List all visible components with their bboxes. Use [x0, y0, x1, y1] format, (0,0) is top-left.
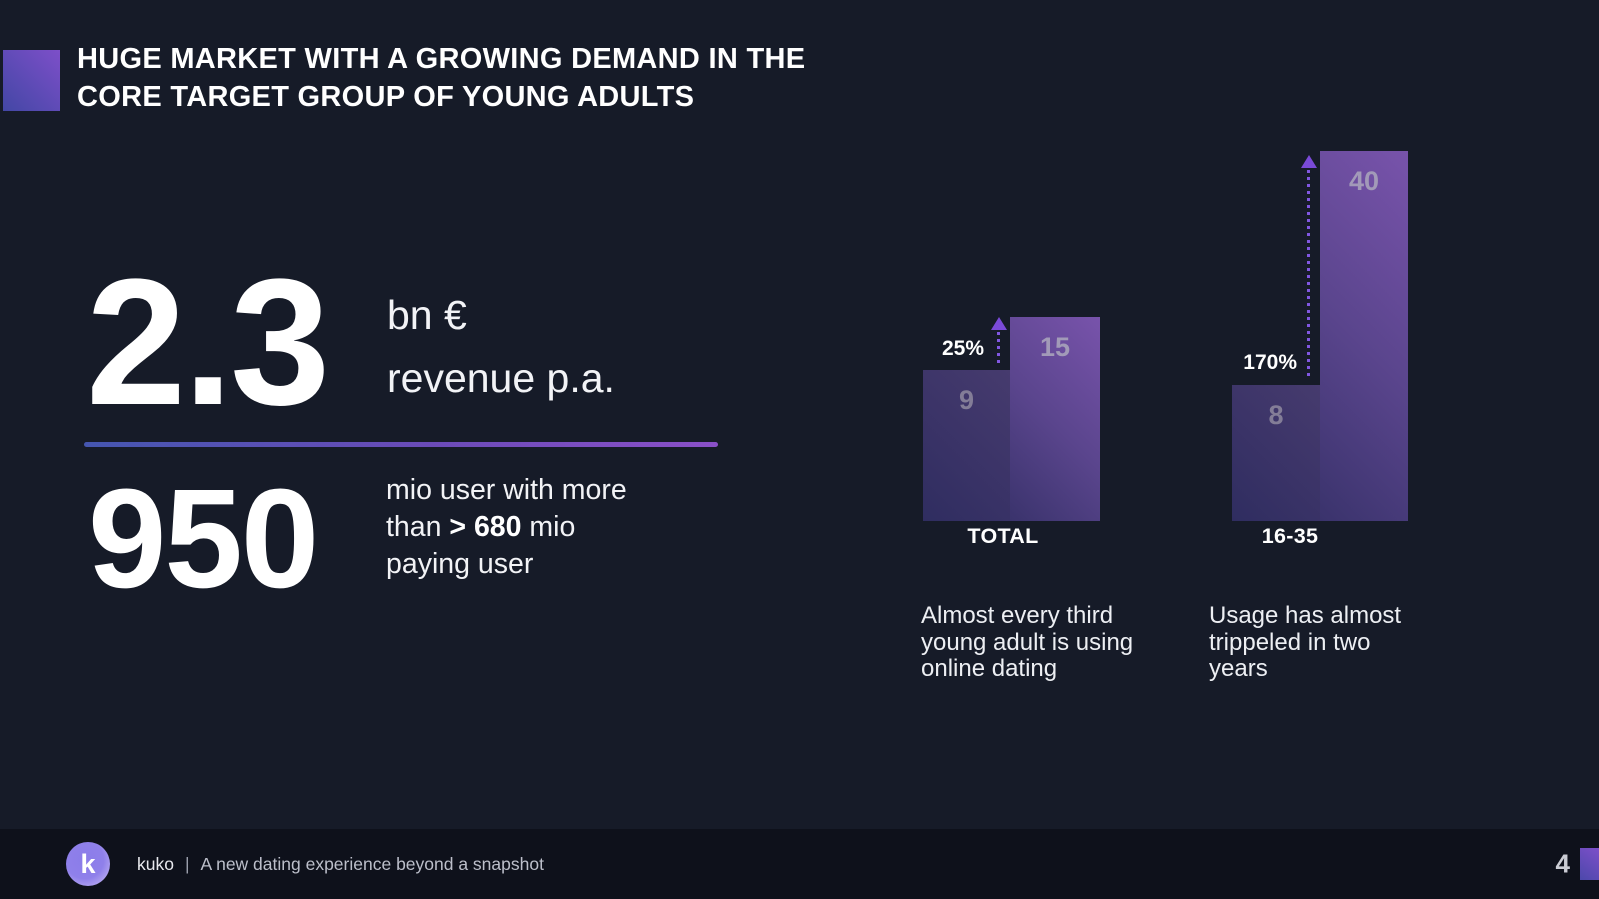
page-number: 4 — [1555, 848, 1570, 879]
users-desc-line2-pre: than — [386, 511, 450, 543]
chart-x-label: TOTAL — [967, 524, 1039, 548]
chart-total-bar-current: 15 — [1010, 317, 1100, 521]
chart-x-label: 16-35 — [1261, 524, 1319, 548]
users-desc-line2-bold: > 680 — [449, 511, 522, 543]
bar-value-label: 9 — [958, 385, 975, 415]
title-accent-square — [3, 50, 60, 111]
growth-arrow-dotted-line — [1307, 170, 1310, 377]
footer: k kuko | A new dating experience beyond … — [0, 829, 1599, 899]
kuko-logo: k — [66, 842, 110, 886]
chart-16-35-bar-current: 40 — [1320, 151, 1408, 521]
arrow-up-icon — [991, 317, 1007, 330]
page-title: HUGE MARKET WITH A GROWING DEMAND IN THE… — [77, 40, 805, 116]
page-title-line2: CORE TARGET GROUP OF YOUNG ADULTS — [77, 81, 695, 113]
revenue-unit-line2: revenue p.a. — [387, 355, 615, 401]
growth-arrow-dotted-line — [997, 332, 1000, 366]
chart-total-bar-previous: 9 — [923, 370, 1010, 521]
footer-text: kuko | A new dating experience beyond a … — [137, 854, 544, 875]
logo-letter: k — [80, 848, 96, 879]
chart-caption: Almost every third young adult is using … — [921, 602, 1134, 682]
revenue-stat-unit: bn € revenue p.a. — [387, 284, 615, 410]
footer-brand: kuko — [137, 853, 174, 874]
users-desc-line1: mio user with more — [386, 474, 627, 506]
bar-value-label: 8 — [1268, 400, 1284, 430]
users-desc-line3: paying user — [386, 548, 534, 580]
users-stat-description: mio user with more than > 680 mio paying… — [386, 472, 627, 583]
revenue-stat-value: 2.3 — [86, 242, 330, 443]
footer-separator: | — [184, 853, 190, 874]
stats-divider — [84, 442, 718, 447]
page-title-line1: HUGE MARKET WITH A GROWING DEMAND IN THE — [77, 43, 806, 75]
users-stat-value: 950 — [88, 459, 319, 617]
footer-tagline: A new dating experience beyond a snapsho… — [200, 853, 544, 874]
growth-label: 170% — [1243, 351, 1297, 374]
bar-value-label: 15 — [1039, 332, 1071, 362]
growth-label: 25% — [941, 337, 984, 360]
users-desc-line2-post: mio — [521, 511, 576, 543]
revenue-unit-line1: bn € — [387, 292, 467, 338]
corner-accent-square — [1580, 848, 1599, 880]
arrow-up-icon — [1301, 155, 1317, 168]
chart-16-35-bar-previous: 8 — [1232, 385, 1320, 521]
chart-caption: Usage has almost trippeled in two years — [1209, 602, 1402, 682]
bar-value-label: 40 — [1348, 166, 1380, 196]
